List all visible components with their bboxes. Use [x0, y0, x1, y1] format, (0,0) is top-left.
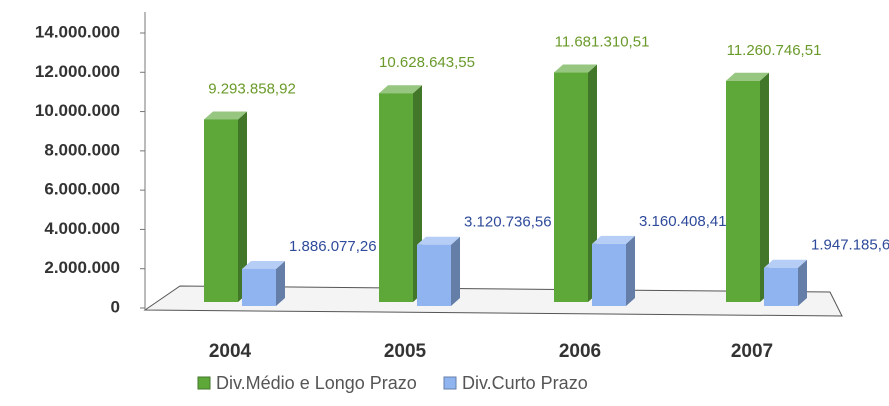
bar	[379, 93, 413, 302]
bar	[726, 80, 760, 302]
x-tick-label: 2005	[384, 341, 427, 362]
y-tick-label: 10.000.000	[35, 101, 120, 120]
y-tick-label: 0	[111, 297, 120, 316]
bar-top	[592, 235, 635, 244]
legend-swatch	[197, 376, 211, 390]
bar-top	[764, 259, 807, 268]
bar-side	[276, 260, 285, 306]
legend-swatch	[443, 376, 457, 390]
bar	[417, 244, 451, 306]
bar-top	[417, 236, 460, 245]
bar	[204, 119, 238, 303]
bar-side	[760, 72, 769, 302]
y-tick-label: 2.000.000	[44, 258, 120, 277]
x-tick-label: 2004	[209, 341, 252, 362]
bar-side	[798, 259, 807, 306]
bar-top	[379, 85, 422, 94]
bar-top	[554, 64, 597, 73]
bar-side	[238, 111, 247, 303]
legend-label: Div.Médio e Longo Prazo	[216, 373, 417, 393]
value-label: 11.260.746,51	[727, 42, 822, 59]
value-label: 3.160.408,41	[639, 213, 727, 230]
y-tick-label: 8.000.000	[44, 140, 120, 159]
y-tick-label: 12.000.000	[35, 62, 120, 81]
legend-label: Div.Curto Prazo	[462, 373, 588, 393]
bar-top	[726, 72, 769, 81]
floor	[143, 285, 843, 317]
value-label: 10.628.643,55	[379, 54, 475, 71]
y-tick-label: 14.000.000	[35, 22, 120, 41]
value-label: 3.120.736,56	[464, 214, 552, 231]
bar	[242, 268, 276, 306]
value-label: 1.947.185,63	[811, 237, 889, 254]
value-label: 11.681.310,51	[555, 34, 650, 51]
value-label: 9.293.858,92	[208, 80, 296, 97]
bar	[592, 243, 626, 306]
value-label: 1.886.077,26	[289, 238, 377, 255]
y-tick-label: 6.000.000	[44, 180, 120, 199]
x-tick-label: 2006	[559, 341, 601, 362]
bar-side	[451, 236, 460, 306]
bar	[764, 267, 798, 306]
bar	[554, 72, 588, 302]
bar-top	[242, 260, 285, 269]
y-tick-label: 4.000.000	[44, 219, 120, 238]
bar-top	[204, 111, 247, 120]
bar-side	[626, 235, 635, 306]
x-tick-label: 2007	[731, 341, 773, 362]
